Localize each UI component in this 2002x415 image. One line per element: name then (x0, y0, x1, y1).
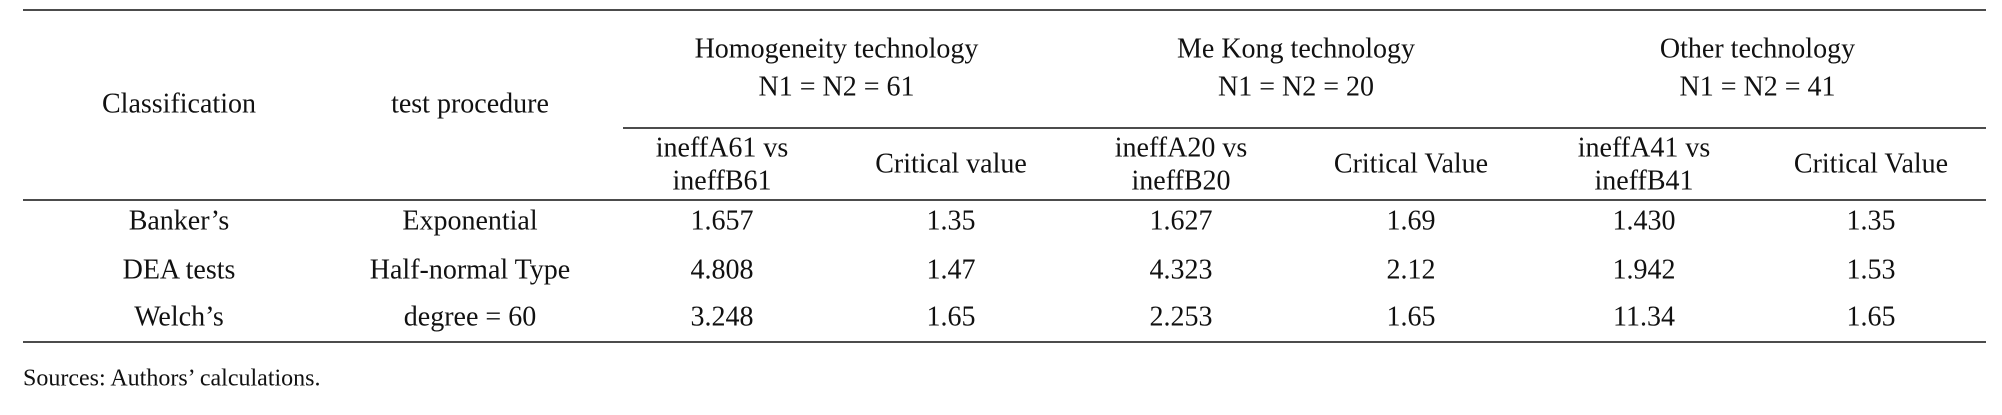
table-cell: 1.627 (1150, 205, 1213, 236)
column-header: Critical Value (1334, 148, 1488, 179)
column-header: ineffB41 (1594, 165, 1693, 196)
source-note: Sources: Authors’ calculations. (23, 366, 321, 392)
row-label: Half-normal Type (370, 254, 570, 285)
table-cell: 1.65 (1387, 301, 1436, 332)
group-sample: N1 = N2 = 41 (1679, 71, 1835, 102)
table-cell: 1.35 (927, 205, 976, 236)
group-title: Me Kong technology (1177, 33, 1415, 64)
column-header: ineffA20 vs (1115, 132, 1247, 163)
header-cell: Classification (102, 88, 256, 119)
group-sample: N1 = N2 = 20 (1218, 71, 1374, 102)
table-cell: 3.248 (691, 301, 754, 332)
group-title: Other technology (1660, 33, 1855, 64)
table-cell: 1.65 (927, 301, 976, 332)
column-header: ineffB20 (1131, 165, 1230, 196)
column-header: ineffA61 vs (656, 132, 788, 163)
group-title: Homogeneity technology (695, 33, 979, 64)
table-cell: 1.35 (1847, 205, 1896, 236)
row-label: Exponential (402, 205, 538, 236)
column-header: ineffB61 (672, 165, 771, 196)
table-cell: 4.808 (691, 254, 754, 285)
table-cell: 1.69 (1387, 205, 1436, 236)
table-cell: 1.47 (927, 254, 976, 285)
column-header: Critical value (875, 148, 1027, 179)
table-cell: 2.253 (1150, 301, 1213, 332)
column-header: Critical Value (1794, 148, 1948, 179)
table-cell: 11.34 (1613, 301, 1675, 332)
table-cell: 1.53 (1847, 254, 1896, 285)
table-cell: 1.942 (1613, 254, 1676, 285)
row-label: degree = 60 (404, 301, 536, 332)
table-cell: 1.430 (1613, 205, 1676, 236)
table-cell: 2.12 (1387, 254, 1436, 285)
header-cell: test procedure (391, 88, 549, 119)
row-label: DEA tests (123, 254, 236, 285)
table-cell: 1.65 (1847, 301, 1896, 332)
row-label: Welch’s (134, 301, 224, 332)
row-label: Banker’s (129, 205, 230, 236)
table-cell: 1.657 (691, 205, 754, 236)
group-sample: N1 = N2 = 61 (758, 71, 914, 102)
column-header: ineffA41 vs (1578, 132, 1710, 163)
table-cell: 4.323 (1150, 254, 1213, 285)
